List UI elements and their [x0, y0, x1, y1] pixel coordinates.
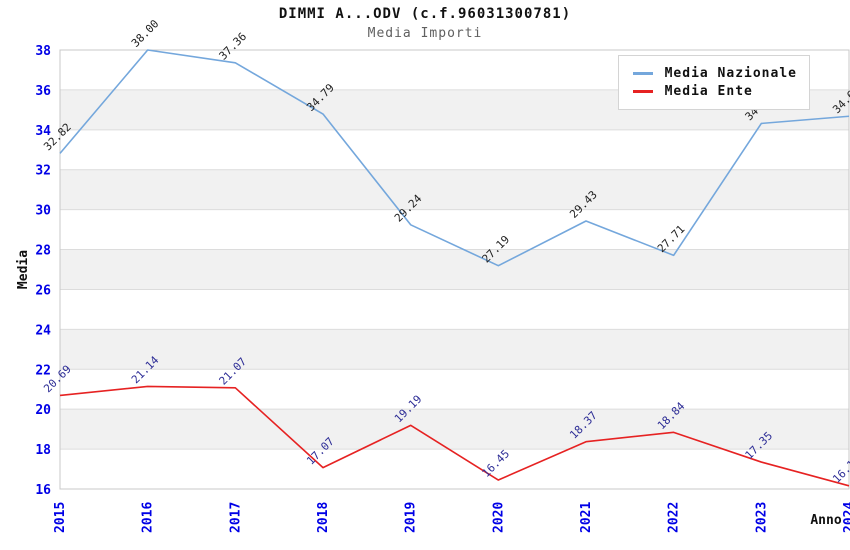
chart-subtitle: Media Importi — [367, 26, 483, 41]
y-tick-label: 22 — [35, 363, 51, 378]
y-tick-label: 26 — [35, 283, 51, 298]
data-point-label-media-nazionale: 37.36 — [217, 30, 250, 63]
grid-band — [60, 409, 849, 450]
media-ente-line-swatch-icon — [632, 90, 653, 93]
x-tick-label: 2016 — [141, 502, 156, 533]
chart-title: DIMMI A...ODV (c.f.96031300781) — [278, 6, 572, 22]
grid-band — [60, 169, 849, 210]
x-axis-title: Anno — [810, 513, 841, 528]
y-tick-label: 36 — [35, 84, 51, 99]
x-tick-label: 2021 — [579, 502, 594, 533]
media-nazionale-line-swatch-icon — [632, 72, 653, 75]
legend-item-media-ente: Media Ente — [632, 84, 797, 99]
x-tick-label: 2017 — [228, 502, 243, 533]
grid-band — [60, 249, 849, 290]
plot-frame — [59, 49, 850, 490]
data-point-label-media-ente: 16.16 — [830, 453, 850, 486]
y-tick-label: 24 — [35, 323, 51, 338]
data-point-label-media-ente: 16.45 — [480, 447, 513, 480]
x-tick-label: 2015 — [53, 502, 68, 533]
series-line-media-nazionale — [59, 49, 850, 267]
y-tick-label: 38 — [35, 44, 51, 59]
y-tick-label: 18 — [35, 443, 51, 458]
x-tick-label: 2018 — [316, 502, 331, 533]
y-tick-label: 32 — [35, 164, 51, 179]
x-tick-label: 2024 — [842, 502, 850, 533]
y-tick-label: 28 — [35, 244, 51, 259]
y-tick-label: 20 — [35, 403, 51, 418]
x-tick-label: 2020 — [491, 502, 506, 533]
y-axis-title: Media — [16, 250, 31, 289]
x-tick-label: 2022 — [667, 502, 682, 533]
data-point-label-media-nazionale: 38.00 — [129, 17, 162, 50]
legend-label-media-nazionale: Media Nazionale — [664, 66, 797, 81]
y-tick-label: 16 — [35, 483, 51, 498]
grid-band — [60, 329, 849, 370]
y-tick-label: 30 — [35, 204, 51, 219]
series-line-media-ente — [59, 385, 850, 487]
legend: Media Nazionale Media Ente — [617, 55, 810, 110]
x-tick-label: 2019 — [404, 502, 419, 533]
y-tick-label: 34 — [35, 124, 51, 139]
legend-item-media-nazionale: Media Nazionale — [632, 66, 797, 81]
legend-label-media-ente: Media Ente — [664, 84, 753, 99]
x-tick-label: 2023 — [754, 502, 769, 533]
